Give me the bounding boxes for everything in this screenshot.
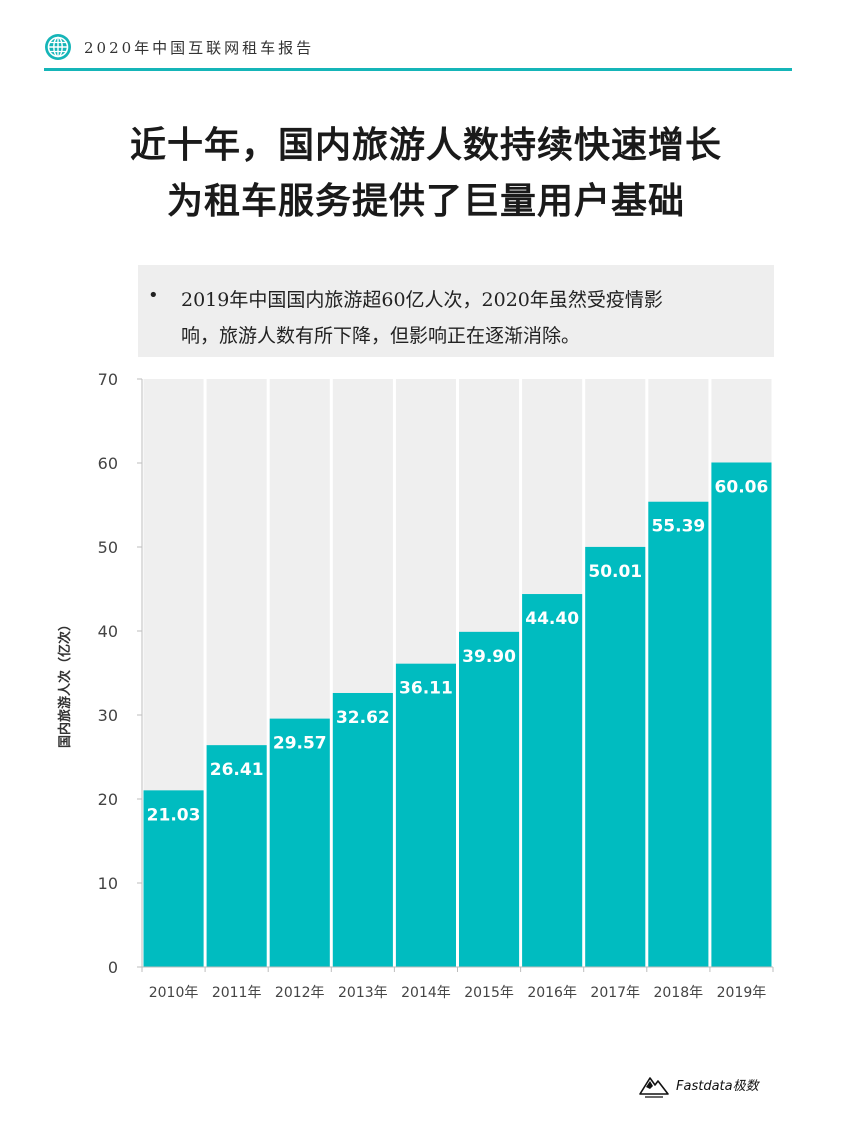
x-tick-label: 2011年	[212, 985, 262, 1001]
page-title-line-1: 近十年，国内旅游人数持续快速增长	[129, 125, 722, 166]
bar-value-label: 26.41	[210, 760, 264, 780]
bar-value-label: 39.90	[462, 647, 516, 667]
bar-value-label: 36.11	[399, 679, 453, 699]
bar-value-label: 50.01	[588, 562, 642, 582]
note-box: • 2019年中国国内旅游超60亿人次，2020年虽然受疫情影 响，旅游人数有所…	[138, 265, 774, 357]
x-tick-label: 2018年	[654, 985, 704, 1001]
x-tick-label: 2017年	[590, 985, 640, 1001]
bar	[711, 462, 772, 967]
bar	[648, 501, 709, 967]
bar-value-label: 21.03	[147, 805, 201, 825]
x-tick-label: 2013年	[338, 985, 388, 1001]
note-line-1: 2019年中国国内旅游超60亿人次，2020年虽然受疫情影	[181, 289, 663, 311]
x-tick-label: 2010年	[149, 985, 199, 1001]
y-tick-label: 10	[98, 874, 118, 893]
y-tick-label: 70	[98, 370, 118, 389]
y-tick-label: 30	[98, 706, 118, 725]
y-tick-label: 60	[98, 454, 118, 473]
bar-value-label: 32.62	[336, 708, 390, 728]
bar	[395, 663, 456, 967]
page-title-line-2: 为租车服务提供了巨量用户基础	[166, 181, 685, 222]
bar-value-label: 55.39	[651, 517, 705, 537]
x-tick-label: 2012年	[275, 985, 325, 1001]
bar	[585, 546, 646, 967]
x-tick-label: 2014年	[401, 985, 451, 1001]
x-tick-label: 2015年	[464, 985, 514, 1001]
bar-value-label: 60.06	[715, 477, 769, 497]
note-bullet: •	[148, 285, 159, 306]
bar	[332, 692, 393, 967]
y-tick-label: 0	[108, 958, 118, 977]
bar	[459, 631, 520, 967]
bar	[269, 718, 330, 967]
bar-value-label: 29.57	[273, 734, 327, 754]
header-divider	[44, 68, 792, 71]
bar	[522, 594, 583, 967]
report-header: 2020年中国互联网租车报告	[44, 32, 314, 62]
y-axis-title: 国内旅游人次（亿次）	[57, 618, 73, 748]
bar-value-label: 44.40	[525, 609, 579, 629]
note-line-2: 响，旅游人数有所下降，但影响正在逐渐消除。	[181, 325, 581, 347]
report-title: 2020年中国互联网租车报告	[84, 38, 315, 57]
bar	[143, 790, 204, 967]
globe-icon	[45, 34, 71, 60]
mountain-logo-icon: Fastdata极数	[639, 1077, 761, 1098]
footer-logo-text: Fastdata极数	[676, 1079, 761, 1094]
y-tick-label: 20	[98, 790, 118, 809]
bar	[206, 745, 267, 967]
y-tick-label: 40	[98, 622, 118, 641]
x-tick-label: 2019年	[717, 985, 767, 1001]
y-tick-label: 50	[98, 538, 118, 557]
x-tick-label: 2016年	[527, 985, 577, 1001]
